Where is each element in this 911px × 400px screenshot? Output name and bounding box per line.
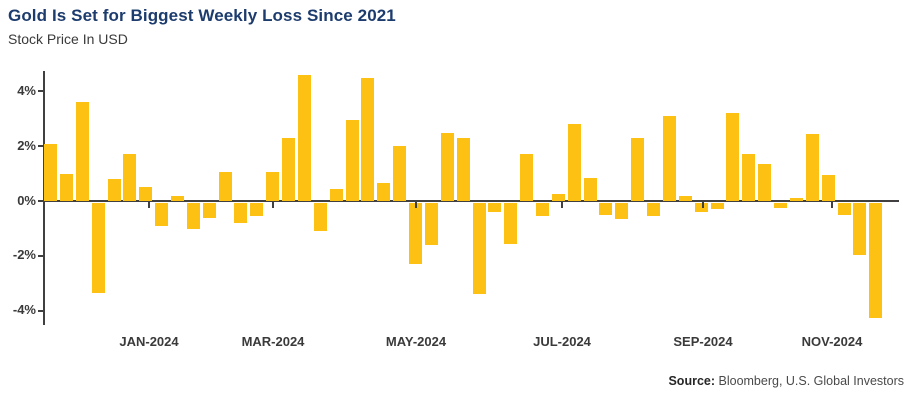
y-axis-tick (38, 145, 43, 148)
bar-week-37 (615, 202, 629, 219)
x-axis-label: NOV-2024 (801, 334, 863, 349)
bar-week-48 (789, 198, 803, 201)
bar-week-16 (282, 138, 295, 201)
bar-week-11 (202, 202, 216, 218)
bar-week-24 (409, 202, 422, 265)
bar-week-8 (155, 202, 169, 226)
bar-week-30 (504, 202, 518, 244)
bar-week-18 (313, 202, 327, 232)
bar-week-44 (726, 113, 740, 201)
y-axis-label: 4% (17, 82, 36, 98)
bar-week-45 (742, 154, 756, 201)
bar-week-5 (107, 179, 121, 201)
bar-week-3 (75, 102, 89, 201)
bar-week-53 (869, 202, 883, 318)
source-text: Bloomberg, U.S. Global Investors (718, 374, 905, 388)
y-axis-tick (38, 309, 43, 312)
y-axis-tick (38, 200, 43, 202)
bar-week-40 (662, 116, 676, 201)
bar-week-15 (266, 172, 280, 201)
bar-week-20 (345, 120, 359, 201)
bar-week-49 (805, 133, 819, 201)
bar-week-39 (647, 202, 661, 217)
bar-week-7 (139, 187, 153, 201)
chart-subtitle: Stock Price In USD (8, 31, 128, 47)
bar-week-38 (631, 138, 645, 201)
x-axis-label: SEP-2024 (673, 334, 733, 349)
bar-week-43 (710, 202, 724, 210)
bar-week-21 (361, 77, 375, 201)
bar-week-4 (91, 202, 105, 293)
x-axis-tick (831, 202, 833, 208)
bar-week-33 (551, 194, 565, 201)
bar-week-14 (250, 202, 264, 217)
source-attribution: Source: Bloomberg, U.S. Global Investors (668, 374, 904, 388)
bar-week-27 (456, 138, 470, 201)
bar-week-22 (377, 183, 391, 201)
bar-week-31 (520, 154, 534, 201)
y-axis-label: 2% (17, 137, 36, 153)
bar-week-2 (59, 173, 73, 201)
bar-week-1 (44, 143, 57, 201)
bar-week-52 (853, 202, 867, 255)
bar-week-12 (218, 172, 232, 201)
y-axis-label: -4% (12, 302, 36, 318)
bar-week-50 (821, 175, 835, 201)
bar-week-46 (758, 164, 772, 201)
bar-week-23 (393, 146, 407, 201)
y-axis-tick (38, 254, 43, 257)
x-axis-tick (561, 202, 563, 208)
bar-week-35 (583, 177, 597, 201)
y-axis-tick (38, 90, 43, 93)
x-axis-label: MAY-2024 (385, 334, 447, 349)
bar-week-36 (599, 202, 613, 215)
bar-week-34 (567, 124, 581, 201)
bar-week-9 (171, 195, 184, 201)
bar-week-51 (837, 202, 851, 215)
bar-week-41 (678, 195, 692, 201)
plot-area: 4% 2% 0% -2% -4% JAN-2024 MAR-2024 MAY-2024 JUL-… (13, 71, 900, 349)
x-axis-label: JUL-2024 (533, 334, 591, 349)
x-axis-tick (148, 202, 150, 208)
bar-week-13 (234, 202, 248, 223)
bar-week-32 (536, 202, 549, 217)
x-axis-tick (272, 202, 274, 208)
y-axis-label: 0% (17, 192, 36, 208)
x-axis-label: MAR-2024 (241, 334, 305, 349)
bar-week-26 (440, 132, 454, 201)
x-axis-tick (702, 202, 704, 208)
bar-week-19 (329, 188, 343, 201)
bar-week-10 (186, 202, 200, 229)
page-title: Gold Is Set for Biggest Weekly Loss Sinc… (8, 6, 396, 25)
bar-week-17 (297, 75, 311, 201)
bar-week-28 (472, 202, 486, 295)
bar-week-6 (123, 154, 137, 201)
bar-week-25 (424, 202, 438, 245)
x-axis-label: JAN-2024 (119, 334, 179, 349)
bar-week-42 (694, 202, 708, 213)
zero-baseline (43, 200, 899, 202)
bar-week-29 (488, 202, 502, 213)
x-axis-tick (415, 202, 417, 208)
bar-week-47 (774, 202, 787, 208)
y-axis-label: -2% (12, 247, 36, 263)
source-label: Source: (668, 374, 716, 388)
